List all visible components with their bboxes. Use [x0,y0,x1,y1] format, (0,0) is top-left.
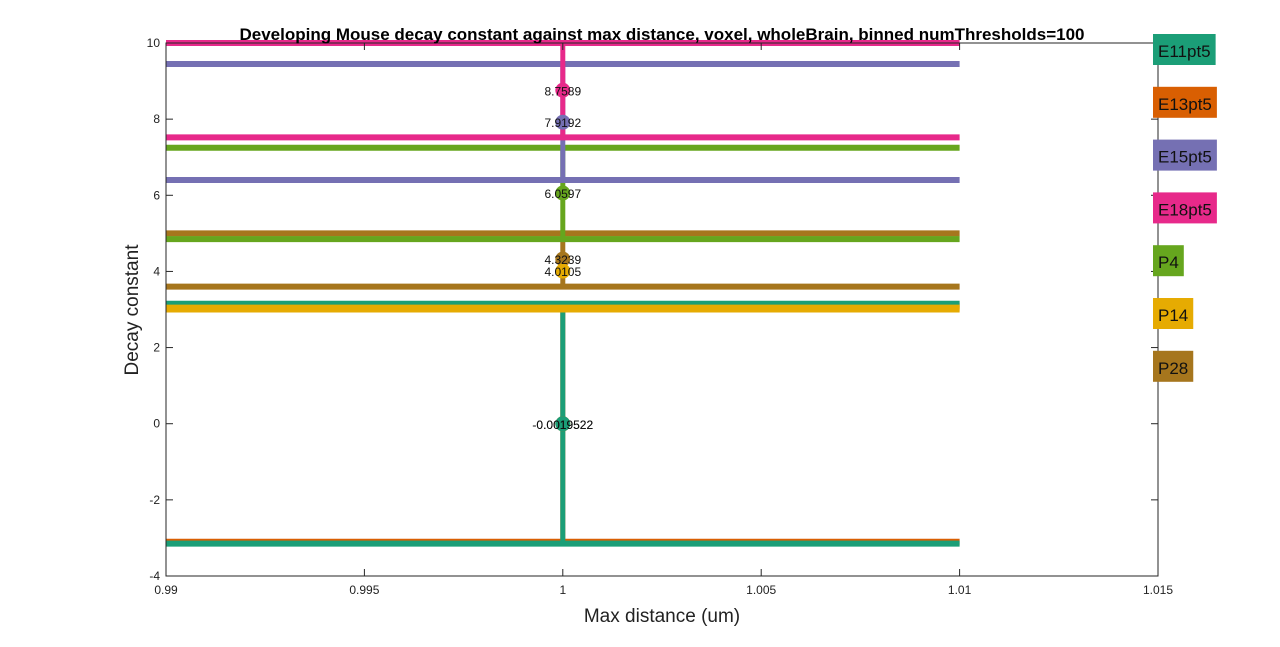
data-label-P28: 4.3239 [544,253,581,267]
y-tick-label: 10 [147,36,161,50]
legend-swatch-P14 [1153,298,1194,329]
series-P14-point [555,263,571,279]
x-axis-label: Max distance (um) [584,606,740,627]
legend-label-P4: P4 [1158,253,1179,272]
legend-label-P28: P28 [1158,359,1188,378]
data-labels-layer: -0.0019522-0.00195227.91928.75896.05974.… [532,84,593,432]
series-E18pt5-point [555,82,571,98]
data-label-E11pt5: -0.0019522 [532,418,593,432]
y-axis-label: Decay constant [122,244,143,376]
legend: E11pt5 E13pt5 E15pt5 E18pt5 P4 P14 P28 [1153,34,1217,382]
y-tick-label: 6 [153,188,160,202]
legend-label-E15pt5: E15pt5 [1158,148,1212,167]
legend-label-E13pt5: E13pt5 [1158,95,1212,114]
ticks-layer: 0.99 0.995 1 1.005 1.01 1.015 -4 -2 0 2 4 6 8 10 [147,36,1174,597]
x-tick-label: 0.995 [349,583,379,597]
x-tick-label: 1.015 [1143,583,1173,597]
y-tick-label: 8 [153,112,160,126]
x-tick-label: 1.005 [746,583,776,597]
legend-swatch-E11pt5 [1153,34,1216,65]
legend-swatch-P4 [1153,245,1184,277]
legend-label-E11pt5: E11pt5 [1158,42,1211,61]
legend-swatch-E15pt5 [1153,139,1217,171]
series-E11pt5-point [555,416,571,432]
legend-swatch-E13pt5 [1153,86,1217,118]
y-tick-label: 2 [153,341,160,355]
y-tick-label: -2 [149,493,160,507]
y-tick-label: -4 [149,569,160,583]
legend-label-E18pt5: E18pt5 [1158,200,1212,219]
data-label-E15pt5: 7.9192 [544,116,581,130]
legend-swatch-P28 [1153,350,1194,382]
x-tick-label: 1 [559,583,566,597]
y-tick-label: 0 [153,417,160,431]
legend-swatch-E18pt5 [1153,192,1217,224]
x-tick-label: 0.99 [154,583,178,597]
data-label-E13pt5: -0.0019522 [532,418,593,432]
chart-title: Developing Mouse decay constant against … [239,25,1084,44]
data-label-P4: 6.0597 [544,187,581,201]
series-E15pt5-point [555,114,571,130]
series-P4-point [555,185,571,201]
legend-label-P14: P14 [1158,306,1188,325]
data-label-P14: 4.0105 [544,265,581,279]
x-tick-label: 1.01 [948,583,972,597]
y-tick-label: 4 [153,264,160,278]
data-label-E18pt5: 8.7589 [544,84,581,98]
